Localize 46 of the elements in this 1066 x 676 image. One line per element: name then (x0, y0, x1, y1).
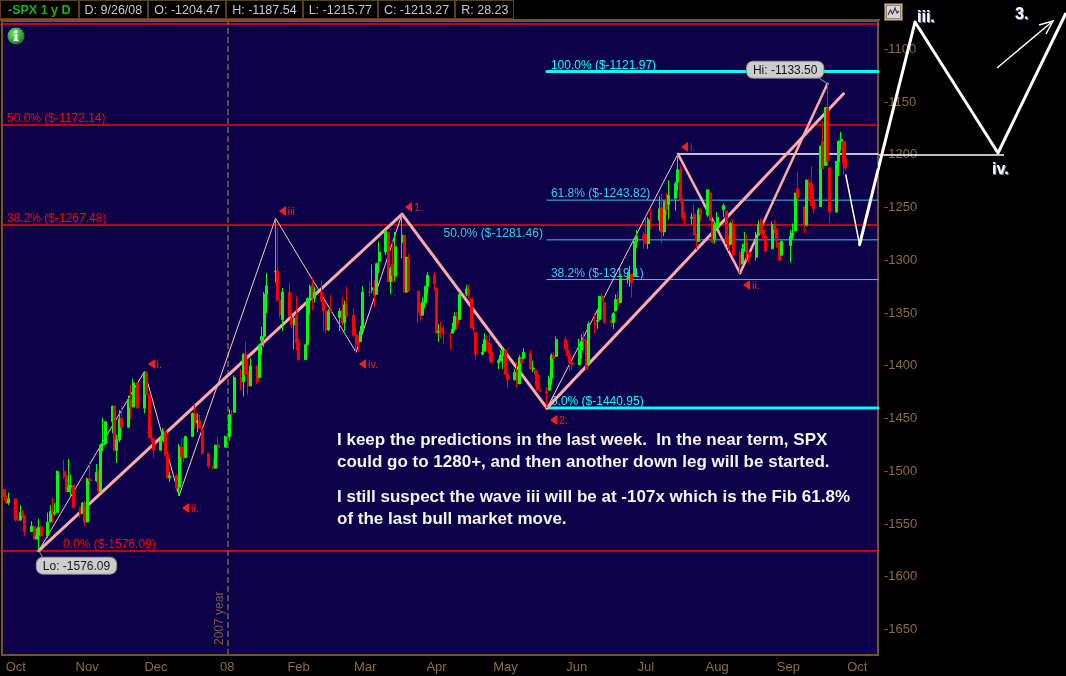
chart-title: -SPX 1 y D (0, 0, 79, 19)
x-tick-label: Oct (847, 659, 868, 674)
x-tick-label: May (493, 659, 519, 674)
x-tick-label: Aug (705, 659, 729, 674)
ref-line-label: 0.0% ($-1576.09) (63, 536, 156, 551)
y-tick-label: -1450 (884, 410, 918, 426)
x-tick-label: Dec (144, 659, 169, 674)
annotation: iii (287, 205, 295, 218)
annotation: ii. (752, 279, 760, 292)
y-tick-label: -1300 (884, 251, 918, 267)
ref-line-label: 50.0% ($-1172.14) (7, 110, 106, 125)
x-tick-label: Sep (776, 659, 800, 674)
y-tick-label: -1650 (884, 621, 918, 637)
annotation: Lo: -1576.09 (42, 558, 111, 573)
annotation: i. (156, 358, 163, 371)
x-tick-label: Mar (354, 659, 378, 674)
annotation: i. (689, 140, 696, 153)
y-tick-label: -1250 (884, 199, 918, 215)
y-tick-label: -1500 (884, 462, 918, 478)
x-tick-label: Jun (566, 659, 588, 674)
ref-line-label: 38.2% ($-1267.48) (7, 211, 107, 226)
annotation: iv. (368, 358, 379, 371)
series-label: 61.8% ($-1243.82) (550, 186, 651, 201)
text: iii. (917, 8, 935, 26)
y-tick-label: -1550 (884, 515, 918, 531)
x-tick-label: Jul (637, 659, 655, 674)
annotation: I still suspect the wave iii will be at -107x which is the Fib 61.8% of the last bull market move. (337, 486, 851, 530)
text: iv. (992, 160, 1009, 178)
x-tick-label: Nov (75, 659, 100, 674)
x-tick-label: 08 (220, 659, 235, 674)
y-tick-label: -1350 (884, 304, 918, 320)
series-label: 100.0% ($-1121.97) (550, 57, 657, 72)
y-tick-label: -1600 (884, 568, 918, 584)
y-tick-label: -1400 (884, 357, 918, 373)
annotation: ii. (191, 501, 199, 514)
ref-line-label: 2007 year (212, 591, 227, 645)
text: 3. (1015, 5, 1029, 23)
annotation: 1. (414, 201, 424, 214)
x-tick-label: Oct (5, 659, 27, 674)
x-tick-label: Feb (287, 659, 310, 674)
annotation: Hi: -1133.50 (752, 62, 818, 77)
chart-subtitle: D: 9/26/08 O: -1204.47 H: -1187.54 L: -1215.77 C: -1213.27 R: 28.23 (83, 1, 510, 19)
series-label: 50.0% ($-1281.46) (443, 225, 543, 240)
annotation: 2. (558, 414, 569, 427)
x-tick-label: Apr (426, 659, 448, 674)
annotation: I keep the predictions in the last week. In the near term, SPX could go to 1280+, and then another down leg will be started. (337, 429, 831, 473)
